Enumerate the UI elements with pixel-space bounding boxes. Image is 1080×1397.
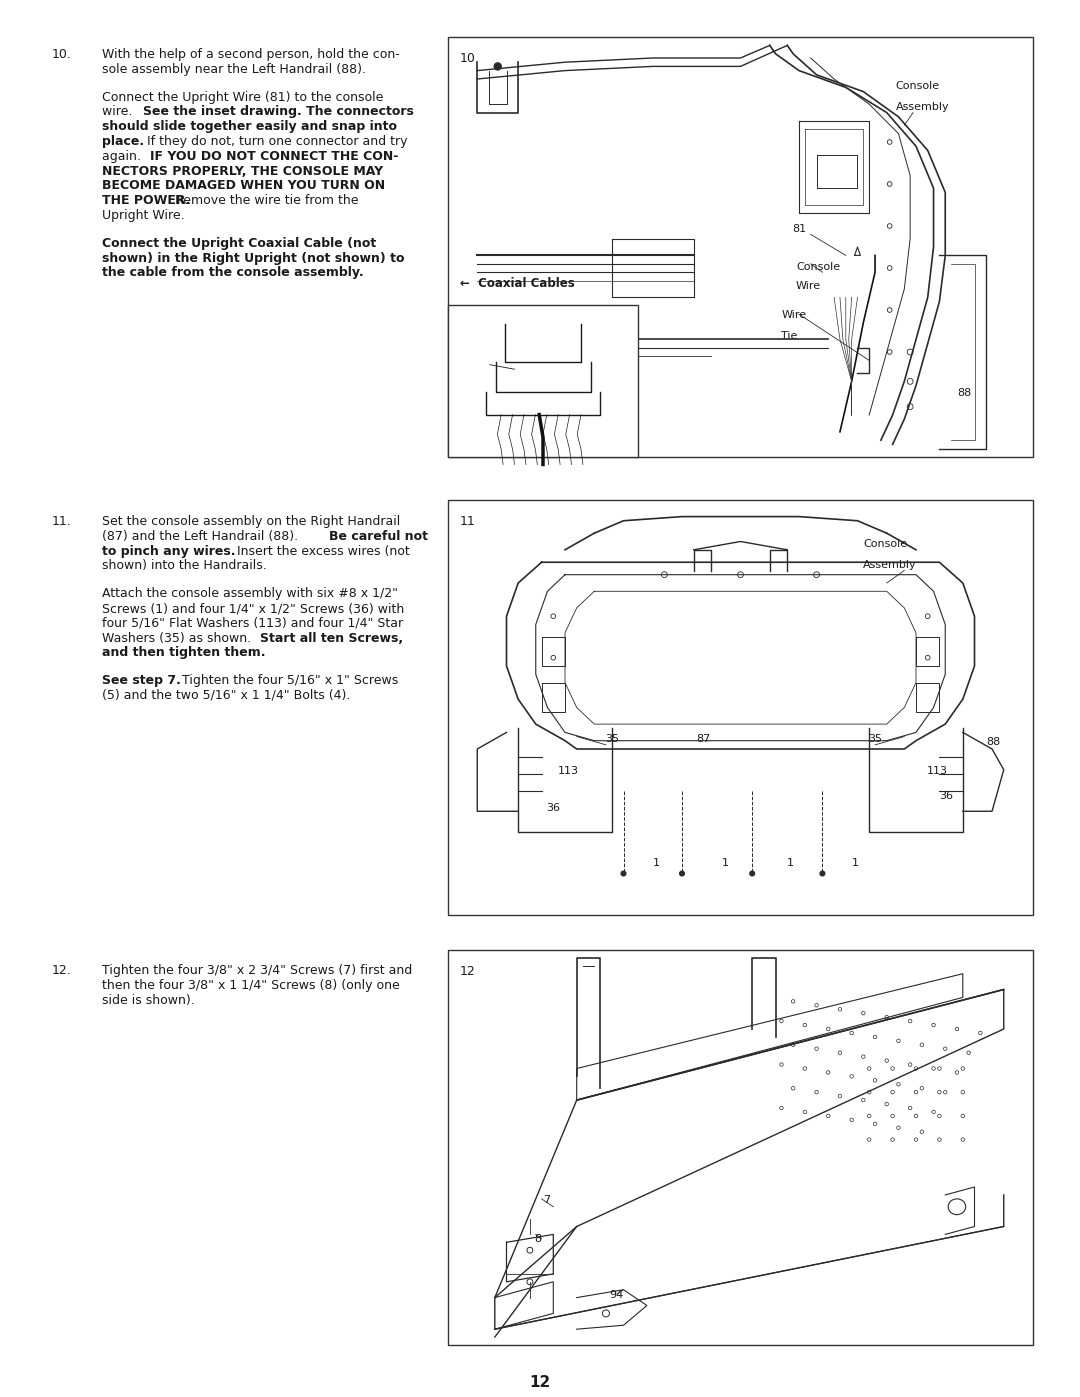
Bar <box>448 950 1032 1345</box>
Text: NECTORS PROPERLY, THE CONSOLE MAY: NECTORS PROPERLY, THE CONSOLE MAY <box>102 165 383 177</box>
Circle shape <box>621 872 625 876</box>
Text: 113: 113 <box>558 766 579 775</box>
Text: Wire: Wire <box>796 281 821 291</box>
Text: Assembly: Assembly <box>863 560 917 570</box>
Text: Console: Console <box>796 261 840 271</box>
Text: 11: 11 <box>460 515 476 528</box>
Text: 1: 1 <box>652 858 660 868</box>
Text: 8: 8 <box>535 1235 542 1245</box>
Bar <box>448 500 1032 915</box>
Text: 88: 88 <box>986 736 1000 746</box>
Text: Connect the Upright Coaxial Cable (not: Connect the Upright Coaxial Cable (not <box>102 237 376 250</box>
Text: 12: 12 <box>460 965 476 978</box>
Text: Start all ten Screws,: Start all ten Screws, <box>260 631 403 644</box>
Text: should slide together easily and snap into: should slide together easily and snap in… <box>102 120 397 133</box>
Text: 12.: 12. <box>52 964 71 977</box>
Text: 81: 81 <box>792 224 806 233</box>
Text: 94: 94 <box>609 1289 623 1299</box>
Text: wire.: wire. <box>102 105 136 119</box>
Text: ←  Coaxial Cables: ← Coaxial Cables <box>460 277 575 291</box>
Circle shape <box>679 872 685 876</box>
Text: 35: 35 <box>868 735 882 745</box>
Text: Remove the wire tie from the: Remove the wire tie from the <box>171 194 359 207</box>
Text: Connect the Upright Wire (81) to the console: Connect the Upright Wire (81) to the con… <box>102 91 383 103</box>
Text: 35: 35 <box>605 735 619 745</box>
Text: Console: Console <box>895 81 940 91</box>
Text: 10.: 10. <box>52 47 72 61</box>
Text: Tighten the four 5/16" x 1" Screws: Tighten the four 5/16" x 1" Screws <box>177 675 397 687</box>
Text: (5) and the two 5/16" x 1 1/4" Bolts (4).: (5) and the two 5/16" x 1 1/4" Bolts (4)… <box>102 689 350 703</box>
Text: place.: place. <box>102 136 144 148</box>
Text: IF YOU DO NOT CONNECT THE CON-: IF YOU DO NOT CONNECT THE CON- <box>150 149 399 163</box>
Text: 11.: 11. <box>52 515 71 528</box>
Text: THE POWER.: THE POWER. <box>102 194 190 207</box>
Text: 88: 88 <box>957 388 971 398</box>
Text: If they do not, turn one connector and try: If they do not, turn one connector and t… <box>144 136 408 148</box>
Text: four 5/16" Flat Washers (113) and four 1/4" Star: four 5/16" Flat Washers (113) and four 1… <box>102 617 403 630</box>
Text: Insert the excess wires (not: Insert the excess wires (not <box>232 545 409 557</box>
Text: Washers (35) as shown.: Washers (35) as shown. <box>102 631 255 644</box>
Text: BECOME DAMAGED WHEN YOU TURN ON: BECOME DAMAGED WHEN YOU TURN ON <box>102 179 386 193</box>
Text: (87) and the Left Handrail (88).: (87) and the Left Handrail (88). <box>102 529 302 543</box>
Text: Tighten the four 3/8" x 2 3/4" Screws (7) first and: Tighten the four 3/8" x 2 3/4" Screws (7… <box>102 964 413 977</box>
Text: Console: Console <box>459 331 502 341</box>
Text: 1: 1 <box>721 858 729 868</box>
Text: See step 7.: See step 7. <box>102 675 180 687</box>
Text: Tie: Tie <box>782 331 798 341</box>
Text: shown) into the Handrails.: shown) into the Handrails. <box>102 559 267 573</box>
Text: 87: 87 <box>697 735 711 745</box>
Text: Console: Console <box>863 539 907 549</box>
Text: 36: 36 <box>546 803 561 813</box>
Text: the cable from the console assembly.: the cable from the console assembly. <box>102 267 364 279</box>
Text: Attach the console assembly with six #8 x 1/2": Attach the console assembly with six #8 … <box>102 587 399 601</box>
Text: shown) in the Right Upright (not shown) to: shown) in the Right Upright (not shown) … <box>102 251 405 264</box>
Bar <box>448 36 1032 457</box>
Text: 1: 1 <box>787 858 794 868</box>
Text: 81: 81 <box>469 405 483 415</box>
Text: Screws (1) and four 1/4" x 1/2" Screws (36) with: Screws (1) and four 1/4" x 1/2" Screws (… <box>102 602 404 615</box>
Text: Wire: Wire <box>782 310 807 320</box>
Text: side is shown).: side is shown). <box>102 993 194 1007</box>
Text: 1: 1 <box>852 858 859 868</box>
Text: 7: 7 <box>543 1194 550 1204</box>
Text: Set the console assembly on the Right Handrail: Set the console assembly on the Right Ha… <box>102 515 401 528</box>
Text: 113: 113 <box>927 766 947 775</box>
Text: and then tighten them.: and then tighten them. <box>102 647 266 659</box>
Text: to pinch any wires.: to pinch any wires. <box>102 545 235 557</box>
Text: Upright Wire.: Upright Wire. <box>102 210 185 222</box>
Text: 36: 36 <box>940 791 954 800</box>
Text: sole assembly near the Left Handrail (88).: sole assembly near the Left Handrail (88… <box>102 63 366 75</box>
Text: 10: 10 <box>460 52 476 66</box>
Text: Be careful not: Be careful not <box>329 529 428 543</box>
Text: Assembly: Assembly <box>895 102 949 112</box>
Text: 12: 12 <box>529 1375 551 1390</box>
Circle shape <box>820 872 825 876</box>
Circle shape <box>495 63 501 70</box>
Text: See the inset drawing. The connectors: See the inset drawing. The connectors <box>144 105 414 119</box>
Bar <box>448 305 638 457</box>
Text: Wire: Wire <box>459 352 484 362</box>
Text: then the four 3/8" x 1 1/4" Screws (8) (only one: then the four 3/8" x 1 1/4" Screws (8) (… <box>102 979 400 992</box>
Circle shape <box>750 872 755 876</box>
Text: With the help of a second person, hold the con-: With the help of a second person, hold t… <box>102 47 400 61</box>
Text: again.: again. <box>102 149 145 163</box>
